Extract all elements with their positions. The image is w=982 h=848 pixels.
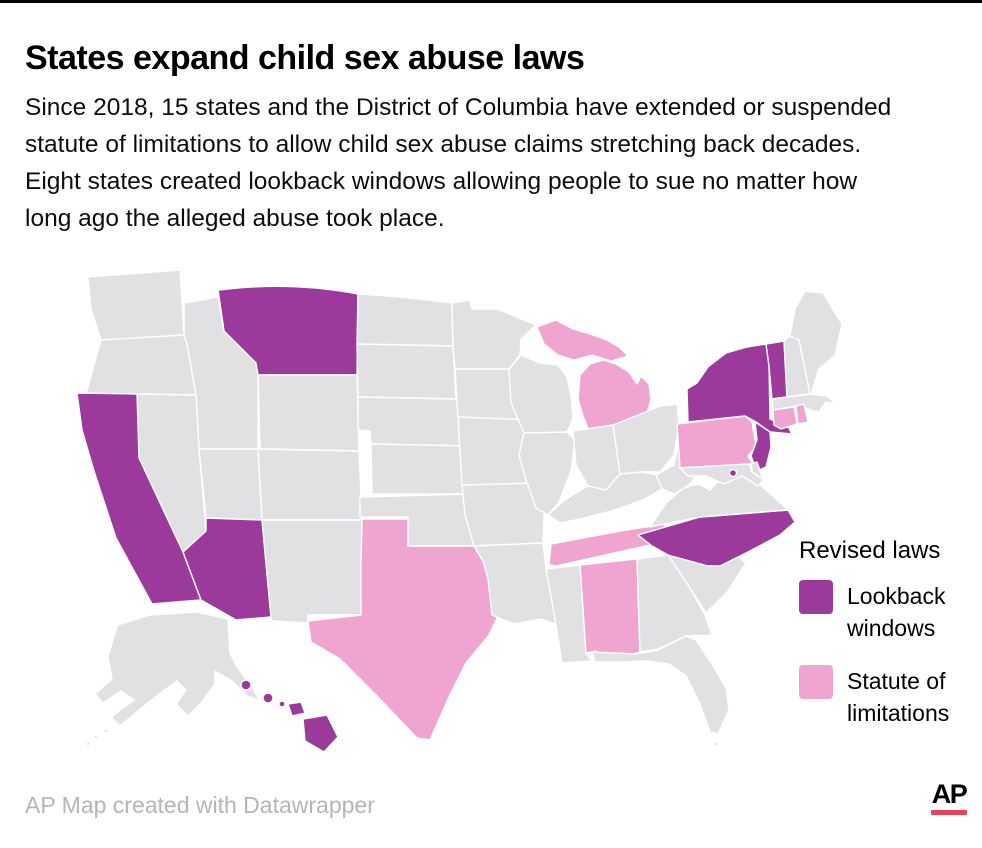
statute-color-swatch (799, 665, 833, 699)
state-alabama (579, 558, 641, 664)
page-title: States expand child sex abuse laws (25, 38, 585, 77)
legend-label-line: limitations (847, 700, 950, 726)
state-hawaii-molokai (278, 700, 286, 708)
state-district-of-columbia (728, 468, 738, 478)
state-hawaii-big-island (302, 714, 339, 753)
state-wisconsin (508, 354, 574, 434)
state-north-dakota (356, 293, 454, 347)
state-california (76, 392, 202, 605)
legend-label-line: Statute of (847, 668, 946, 694)
state-new-york (686, 343, 793, 435)
state-hawaii-kauai (240, 679, 252, 691)
subtitle: Since 2018, 15 states and the District o… (25, 89, 891, 237)
subtitle-line: Eight states created lookback windows al… (25, 168, 858, 195)
state-connecticut (772, 406, 798, 430)
legend-title: Revised laws (799, 537, 941, 564)
state-kansas (370, 443, 472, 495)
state-montana (217, 285, 359, 376)
state-illinois (518, 431, 576, 516)
state-colorado (257, 448, 363, 521)
state-alaska (94, 611, 260, 727)
legend-label-line: Lookback (847, 583, 946, 609)
legend-label-statute: Statute of limitations (847, 665, 949, 729)
state-minnesota (451, 299, 537, 370)
state-indiana (572, 424, 621, 491)
state-nebraska (357, 396, 469, 447)
legend-label-line: windows (847, 615, 936, 641)
state-alaska-island (93, 734, 99, 740)
state-alaska-island (103, 728, 109, 734)
us-map (76, 269, 843, 753)
state-wyoming (257, 374, 360, 452)
map-legend: Revised laws Lookback windows Statute of… (799, 537, 981, 750)
subtitle-line: statute of limitations to allow child se… (25, 131, 862, 158)
legend-item-statute: Statute of limitations (799, 665, 981, 729)
state-florida-keys (713, 741, 719, 747)
lookback-color-swatch (799, 580, 833, 614)
state-rhode-island (795, 403, 809, 425)
state-utah (198, 448, 263, 521)
state-oregon (83, 334, 197, 402)
state-new-mexico (261, 519, 363, 624)
state-florida (591, 635, 730, 735)
state-new-jersey (750, 421, 772, 472)
legend-item-lookback: Lookback windows (799, 580, 981, 644)
state-louisiana (473, 542, 571, 628)
ap-logo: AP (931, 779, 968, 815)
state-maryland (679, 463, 765, 487)
ap-logo-text: AP (931, 779, 968, 809)
state-south-dakota (356, 343, 457, 400)
state-washington (87, 269, 185, 341)
state-hawaii-maui (287, 701, 306, 717)
state-pennsylvania (676, 415, 757, 469)
legend-label-lookback: Lookback windows (847, 580, 945, 644)
state-michigan-up (536, 319, 629, 362)
state-maine (789, 290, 843, 395)
ap-logo-underline (931, 810, 967, 815)
state-alaska-island (85, 741, 91, 747)
subtitle-line: long ago the alleged abuse took place. (25, 205, 445, 232)
subtitle-line: Since 2018, 15 states and the District o… (25, 94, 892, 121)
state-hawaii-oahu (262, 692, 274, 704)
credit-line: AP Map created with Datawrapper (25, 792, 375, 818)
